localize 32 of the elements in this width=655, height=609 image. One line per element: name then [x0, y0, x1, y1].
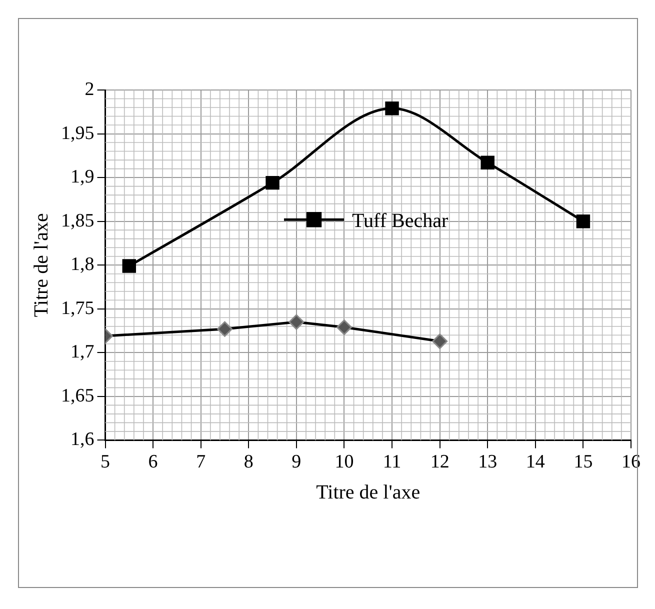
y-tick-label: 1,8 [70, 254, 94, 276]
y-tick-label: 1,7 [70, 342, 94, 363]
point [385, 102, 399, 116]
x-tick-label: 11 [382, 452, 402, 473]
y-tick-label: 1,75 [61, 298, 94, 319]
point [432, 334, 448, 350]
y-tick-label: 1,95 [61, 122, 94, 144]
point [266, 176, 280, 190]
x-tick-label: 15 [574, 452, 593, 473]
point [336, 320, 352, 336]
point [216, 321, 232, 337]
x-tick-label: 6 [148, 452, 158, 473]
legend-label: Tuff Bechar [352, 210, 448, 232]
point [576, 214, 590, 228]
point [288, 314, 304, 330]
point [480, 156, 494, 170]
point [122, 259, 136, 273]
y-tick-label: 1,85 [61, 210, 94, 232]
y-axis-title: Titre de l'axe [30, 213, 52, 318]
y-tick-label: 2 [84, 78, 94, 100]
x-tick-label: 9 [292, 452, 302, 473]
x-tick-label: 14 [526, 452, 546, 473]
x-tick-label: 13 [478, 452, 498, 473]
x-tick-label: 7 [196, 452, 206, 473]
x-tick-label: 8 [244, 452, 254, 473]
y-tick-label: 1,6 [70, 429, 94, 450]
y-tick-label: 1,9 [70, 166, 94, 188]
x-tick-label: 5 [100, 452, 110, 473]
x-axis-title: Titre de l'axe [316, 481, 420, 504]
x-tick-label: 12 [430, 452, 450, 473]
y-tick-label: 1,65 [61, 385, 94, 406]
x-tick-label: 10 [334, 452, 354, 473]
